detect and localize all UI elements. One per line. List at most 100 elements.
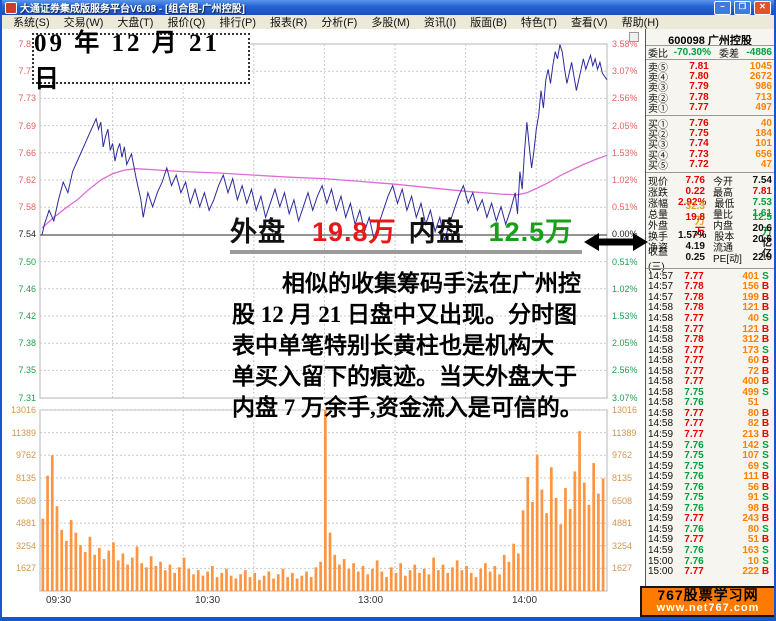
menu-item-6[interactable]: 分析(F): [321, 17, 358, 29]
volume-bar: [276, 574, 280, 591]
price-axis-label: 7.66: [18, 147, 36, 158]
queue-price: 7.77: [689, 102, 709, 114]
volume-bar: [507, 561, 511, 591]
tick-side: B: [761, 376, 770, 388]
ask-row-3[interactable]: 卖③ 7.79 986: [646, 81, 774, 94]
menu-item-2[interactable]: 大盘(T): [117, 17, 154, 29]
volume-bar: [418, 572, 421, 591]
menu-item-8[interactable]: 资讯(I): [423, 17, 457, 29]
queue-level-label: 买②: [648, 130, 668, 142]
tick-volume: 111: [743, 471, 759, 483]
volume-bar: [399, 563, 403, 591]
queue-level-label: 买①: [648, 119, 668, 131]
tick-row: 14:59 7.76 80 S: [646, 524, 774, 535]
volume-bar: [404, 575, 407, 591]
volume-bar: [517, 553, 520, 591]
menu-item-12[interactable]: 帮助(H): [621, 17, 659, 29]
bid-row-5[interactable]: 买⑤ 7.72 47: [646, 159, 774, 173]
volume-bar: [465, 565, 468, 591]
volume-bar: [338, 564, 341, 591]
close-button[interactable]: ✕: [754, 0, 771, 15]
menu-item-0[interactable]: 系统(S): [13, 17, 50, 29]
tick-side: S: [762, 450, 769, 462]
paragraph-line: 内盘 7 万余手,资金流入是可信的。: [232, 395, 583, 420]
stat-label: 现价: [648, 177, 668, 188]
queue-volume: 497: [755, 102, 772, 114]
chart-window-icon[interactable]: [629, 32, 639, 42]
volume-bar: [234, 578, 238, 591]
volume-bar: [540, 489, 544, 591]
divider: [646, 45, 774, 46]
overlay-underline: [230, 250, 582, 254]
stat-label: 股本: [714, 232, 735, 243]
bid-row-3[interactable]: 买③ 7.74 101: [646, 138, 774, 151]
ask-row-2[interactable]: 卖② 7.78 713: [646, 91, 774, 105]
ask-row-5[interactable]: 卖⑤ 7.81 1045: [646, 60, 774, 74]
volume-bar: [366, 574, 370, 591]
tick-row: 14:59 7.77 243 B: [646, 513, 774, 525]
tick-row: 14:58 7.77 82 B: [646, 418, 774, 429]
menu-item-5[interactable]: 报表(R): [270, 17, 308, 29]
volume-bar: [145, 567, 148, 591]
volume-bar: [502, 554, 506, 591]
volume-bar: [258, 579, 261, 591]
volume-bar: [347, 568, 351, 591]
volume-bar: [333, 554, 337, 591]
menu-item-7[interactable]: 多股(M): [371, 17, 410, 29]
tick-time: 14:59: [648, 450, 674, 462]
queue-volume: 1045: [749, 60, 772, 72]
tick-row: 14:57 7.77 401 S: [646, 271, 774, 282]
tick-side: B: [761, 323, 770, 335]
ask-row-1[interactable]: 卖① 7.77 497: [646, 102, 774, 115]
pct-axis-label: 2.56%: [612, 365, 638, 376]
tick-price: 7.77: [684, 407, 704, 419]
bid-row-2[interactable]: 买② 7.75 184: [646, 128, 774, 142]
stat-label: 最低: [714, 199, 735, 210]
tick-volume: 142: [742, 439, 759, 451]
tick-price: 7.77: [684, 355, 704, 367]
divider: [646, 172, 774, 173]
bid-queue: 买① 7.76 40 买② 7.75 184 买③ 7.74 101 买④ 7.73 656 买⑤ 7.7…: [646, 118, 774, 173]
volume-bar: [521, 510, 525, 591]
volume-bar: [319, 561, 322, 591]
price-axis-label: 7.42: [18, 311, 36, 321]
volume-bar: [50, 455, 54, 591]
queue-level-label: 卖⑤: [648, 62, 668, 74]
axis-layer: 7.81 7.77 7.73 7.69 7.66 7.62 7.58 7.54 7.50 7.46…: [2, 29, 645, 617]
paragraph-line: 相似的收集筹码手法在广州控: [282, 271, 581, 296]
volume-bar: [192, 574, 195, 591]
queue-volume: 713: [755, 91, 772, 103]
tick-side: S: [762, 312, 769, 324]
menu-item-4[interactable]: 排行(P): [219, 17, 256, 29]
stats-row: 外盘 19.8万 内盘 12.5万: [646, 212, 774, 238]
volume-bar: [469, 572, 473, 591]
volume-axis-label: 3254: [15, 540, 36, 551]
tick-time: 14:59: [648, 545, 674, 556]
menu-item-10[interactable]: 特色(T): [520, 17, 557, 29]
minimize-button[interactable]: –: [714, 0, 731, 15]
queue-price: 7.74: [689, 138, 709, 150]
tick-price: 7.77: [684, 513, 704, 525]
bid-row-1[interactable]: 买① 7.76 40: [646, 118, 774, 131]
paragraph-line: 表中单笔特别长黄柱也是机构大: [232, 333, 554, 358]
menu-item-1[interactable]: 交易(W): [63, 17, 104, 29]
queue-volume: 101: [755, 138, 772, 150]
menu-item-9[interactable]: 版面(B): [470, 17, 507, 29]
bid-row-4[interactable]: 买④ 7.73 656: [646, 149, 774, 162]
queue-level-label: 买⑤: [648, 161, 668, 173]
restore-button[interactable]: ❐: [734, 0, 751, 15]
tick-side: S: [762, 555, 769, 567]
tick-side: B: [761, 407, 770, 419]
intraday-chart-canvas[interactable]: [2, 29, 645, 617]
volume-bar: [592, 463, 596, 591]
menu-item-11[interactable]: 查看(V): [570, 17, 608, 29]
tick-price: 7.76: [684, 502, 704, 514]
volume-bar: [559, 524, 563, 591]
pct-axis-label: 1.02%: [612, 283, 638, 294]
tick-time: 14:59: [648, 502, 674, 514]
stock-code: 600098: [668, 35, 705, 47]
menu-item-3[interactable]: 报价(Q): [167, 17, 206, 29]
ask-row-4[interactable]: 卖④ 7.80 2672: [646, 71, 774, 84]
volume-bar: [432, 557, 435, 591]
tick-side: B: [761, 365, 770, 377]
